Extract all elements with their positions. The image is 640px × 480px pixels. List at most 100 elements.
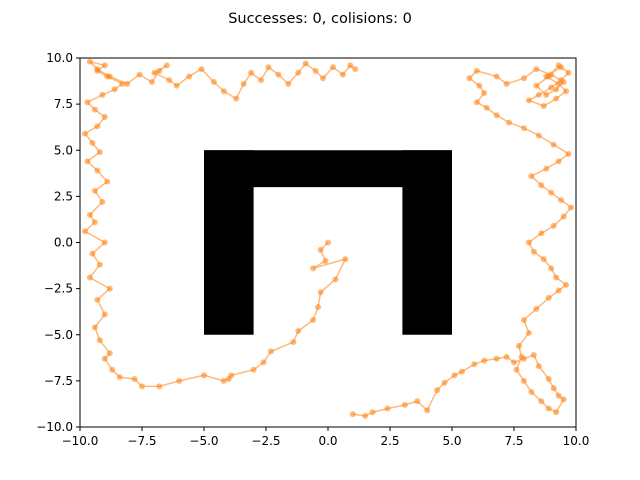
trajectory-point (267, 348, 274, 355)
trajectory-point (493, 73, 500, 80)
y-tick-label: −7.5 (44, 374, 73, 388)
trajectory-point (317, 289, 324, 296)
trajectory-point (94, 296, 101, 303)
trajectory-point (320, 75, 327, 82)
trajectory-point (550, 141, 557, 148)
trajectory-point (568, 204, 575, 211)
trajectory-point (518, 353, 525, 360)
trajectory-point (106, 73, 113, 80)
trajectory-point (565, 69, 572, 76)
trajectory-point (548, 189, 555, 196)
trajectory-point (332, 276, 339, 283)
trajectory-point (503, 80, 510, 87)
y-tick-label: −5.0 (44, 328, 73, 342)
x-tick-label: 5.0 (442, 434, 461, 448)
trajectory-point (384, 405, 391, 412)
y-tick-label: −10.0 (36, 420, 73, 434)
trajectory-point (560, 396, 567, 403)
x-tick-label: −2.5 (251, 434, 280, 448)
trajectory-point (315, 304, 322, 311)
trajectory-point (471, 361, 478, 368)
trajectory-point (550, 385, 557, 392)
trajectory-point (312, 67, 319, 74)
trajectory-point (86, 274, 93, 281)
trajectory-point (543, 73, 550, 80)
trajectory-point (295, 328, 302, 335)
trajectory-point (96, 149, 103, 156)
trajectory-point (506, 119, 513, 126)
trajectory-point (339, 71, 346, 78)
trajectory-point (220, 88, 227, 95)
x-tick-label: 10.0 (563, 434, 590, 448)
trajectory-point (520, 125, 527, 132)
trajectory-point (362, 412, 369, 419)
x-tick-label: −7.5 (127, 434, 156, 448)
trajectory-point (81, 228, 88, 235)
trajectory-point (176, 377, 183, 384)
trajectory-point (258, 77, 265, 84)
trajectory-point (89, 139, 96, 146)
trajectory-point (441, 379, 448, 386)
trajectory-point (233, 95, 240, 102)
x-tick-label: −10.0 (62, 434, 99, 448)
trajectory-point (285, 80, 292, 87)
trajectory-point (166, 77, 173, 84)
trajectory-point (528, 173, 535, 180)
trajectory-point (139, 383, 145, 390)
trajectory-point (295, 69, 302, 76)
trajectory-point (476, 82, 483, 89)
trajectory-point (540, 256, 547, 263)
trajectory-point (553, 274, 560, 281)
trajectory-point (101, 114, 108, 121)
trajectory-point (86, 58, 93, 65)
trajectory-point (109, 366, 116, 373)
trajectory-point (124, 80, 131, 87)
trajectory-point (101, 62, 108, 69)
trajectory-point (119, 80, 126, 87)
trajectory-point (553, 95, 560, 102)
trajectory-point (528, 388, 535, 395)
trajectory-point (369, 409, 376, 416)
trajectory-point (349, 411, 356, 418)
trajectory-point (525, 97, 532, 104)
obstacles (204, 150, 452, 335)
trajectory-point (106, 285, 113, 292)
trajectory-point (466, 75, 473, 82)
x-tick-label: 0.0 (318, 434, 337, 448)
trajectory-point (560, 213, 567, 220)
trajectory-point (186, 73, 193, 80)
trajectory-point (220, 377, 227, 384)
trajectory-point (352, 66, 359, 73)
trajectory-point (275, 71, 282, 78)
trajectory-point (535, 91, 542, 98)
trajectory-point (414, 398, 421, 405)
trajectory-point (91, 219, 98, 226)
trajectory-point (131, 376, 138, 383)
trajectory-point (538, 230, 545, 237)
trajectory-point (91, 187, 98, 194)
trajectory-point (136, 71, 143, 78)
trajectory-point (265, 64, 272, 71)
trajectory-point (111, 86, 118, 93)
trajectory-point (198, 66, 205, 73)
trajectory-point (483, 104, 490, 111)
trajectory-point (260, 359, 267, 366)
trajectory-point (535, 363, 542, 370)
trajectory-point (515, 342, 522, 349)
trajectory-point (458, 368, 465, 375)
trajectory-point (94, 167, 101, 174)
chart-title: Successes: 0, colisions: 0 (228, 11, 412, 27)
y-tick-label: 10.0 (46, 51, 73, 65)
trajectory-point (81, 130, 88, 137)
trajectory-point (248, 69, 255, 76)
trajectory-point (101, 355, 108, 362)
trajectory-point (563, 281, 570, 288)
trajectory-point (545, 376, 552, 383)
trajectory-point (116, 374, 123, 381)
trajectory-point (520, 316, 527, 323)
trajectory-point (503, 353, 510, 360)
trajectory-point (473, 99, 480, 106)
trajectory-point (401, 401, 408, 408)
trajectory-point (525, 329, 532, 336)
trajectory-point (104, 178, 111, 185)
